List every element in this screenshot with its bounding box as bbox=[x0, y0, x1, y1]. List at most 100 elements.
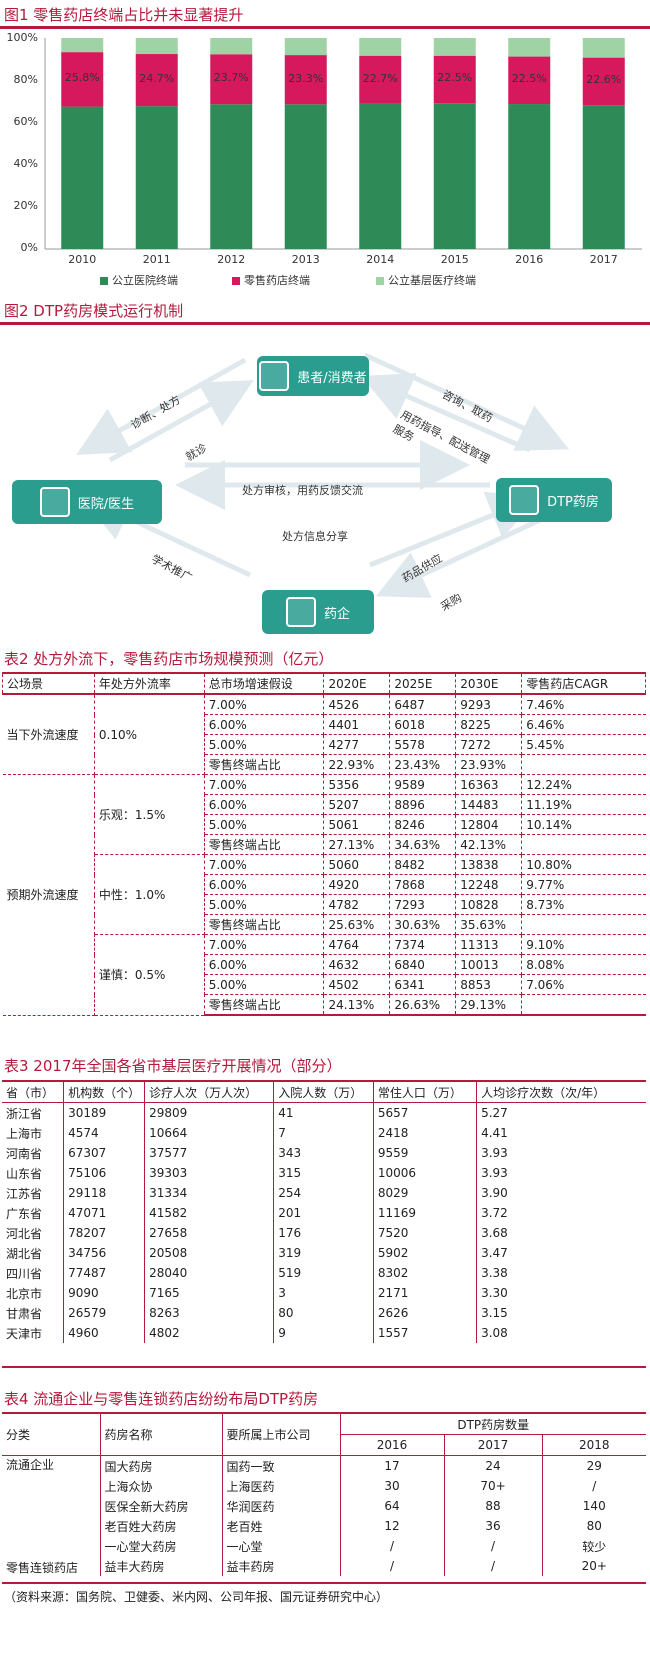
table-cell: / bbox=[340, 1536, 445, 1556]
header-cell: 2017 bbox=[444, 1434, 543, 1456]
table-cell: 7 bbox=[273, 1123, 374, 1143]
header-cell: 2025E bbox=[389, 672, 457, 695]
table-cell: 27658 bbox=[144, 1223, 275, 1243]
table-cell: 5.45% bbox=[521, 734, 646, 755]
table-row: 湖北省 34756 20508 319 5902 3.47 bbox=[2, 1243, 646, 1263]
table-cell: 湖北省 bbox=[2, 1243, 65, 1263]
table-cell: 江苏省 bbox=[2, 1183, 65, 1203]
table-row: 四川省 77487 28040 519 8302 3.38 bbox=[2, 1263, 646, 1283]
table-cell: 22.93% bbox=[323, 754, 391, 775]
table-cell: 8482 bbox=[389, 854, 457, 875]
table-cell: 4277 bbox=[323, 734, 391, 755]
table-cell: 2171 bbox=[373, 1283, 478, 1303]
table-cell: 10664 bbox=[144, 1123, 275, 1143]
header-cell: 总市场增速假设 bbox=[203, 672, 325, 695]
table-cell: 28040 bbox=[144, 1263, 275, 1283]
table-cell: 67307 bbox=[63, 1143, 146, 1163]
bar-segment bbox=[508, 56, 551, 105]
table-row: 6.00% 5207 8896 14483 11.19% bbox=[3, 794, 646, 815]
ytick: 80% bbox=[13, 73, 38, 86]
bar-segment bbox=[359, 55, 402, 104]
table-cell: 6.00% bbox=[203, 714, 325, 735]
bar-segment bbox=[284, 104, 327, 249]
table-cell: 11169 bbox=[373, 1203, 478, 1223]
table-cell: 老百姓大药房 bbox=[100, 1516, 223, 1536]
table-cell: 4574 bbox=[63, 1123, 146, 1143]
table-cell: 3.93 bbox=[481, 1146, 508, 1160]
table-cell: 一心堂 bbox=[222, 1536, 341, 1556]
rate-cell: 谨慎：0.5% bbox=[93, 934, 205, 1016]
header-cell: 零售药店CAGR bbox=[521, 672, 646, 695]
table2: 公场景 年处方外流率 总市场增速假设 2020E 2025E 2030E 零售药… bbox=[2, 672, 646, 1016]
table-cell: 6840 bbox=[389, 954, 457, 975]
table-cell: 23.93% bbox=[455, 754, 523, 775]
table-cell: 甘肃省 bbox=[2, 1303, 65, 1323]
x-tick-label: 2015 bbox=[440, 253, 469, 266]
table-cell bbox=[521, 834, 646, 855]
table-cell: 河南省 bbox=[2, 1143, 65, 1163]
table-cell: 6487 bbox=[389, 693, 457, 715]
table-row: 5.00% 4277 5578 7272 5.45% bbox=[3, 734, 646, 755]
bar-segment bbox=[508, 38, 551, 57]
table-cell: 39303 bbox=[144, 1163, 275, 1183]
table-cell: 26579 bbox=[63, 1303, 146, 1323]
table-cell: 35.63% bbox=[455, 914, 523, 935]
legend-swatch bbox=[232, 277, 240, 285]
table-cell: 29 bbox=[586, 1459, 602, 1473]
table-cell: 4960 bbox=[63, 1323, 146, 1343]
bar-segment bbox=[210, 38, 253, 55]
table-cell: 6341 bbox=[389, 974, 457, 995]
table-cell: 343 bbox=[273, 1143, 374, 1163]
ytick: 20% bbox=[13, 199, 38, 212]
table-row: 6.00% 4401 6018 8225 6.46% bbox=[3, 714, 646, 735]
pill-icon bbox=[509, 485, 540, 515]
table-cell: 4502 bbox=[323, 974, 391, 995]
table-cell: 7272 bbox=[455, 734, 523, 755]
table-row: 零售终端占比 24.13% 26.63% 29.13% bbox=[3, 994, 646, 1016]
node-hospital-label: 医院/医生 bbox=[77, 496, 135, 512]
header-cell: 2018 bbox=[542, 1434, 646, 1456]
bar-segment bbox=[284, 55, 327, 105]
table-cell: 9559 bbox=[373, 1143, 478, 1163]
figure2-arrows bbox=[76, 352, 570, 598]
table-cell: 8853 bbox=[455, 974, 523, 995]
rate-cell: 0.10% bbox=[93, 693, 205, 775]
table-cell: 24.13% bbox=[323, 994, 391, 1016]
table-cell: 13838 bbox=[455, 854, 523, 875]
table-cell: 河北省 bbox=[2, 1223, 65, 1243]
table-row: 山东省 75106 39303 315 10006 3.93 bbox=[2, 1163, 646, 1183]
arrow-patient-to-dtp bbox=[363, 352, 570, 451]
table-cell: 四川省 bbox=[2, 1263, 65, 1283]
table-cell: 41 bbox=[273, 1102, 374, 1123]
table-cell: 5.00% bbox=[203, 894, 325, 915]
header-cell: 常住人口（万） bbox=[373, 1080, 478, 1103]
table4-top-rule bbox=[2, 1412, 646, 1414]
table-cell: 国大药房 bbox=[100, 1455, 223, 1476]
arrow-hospital-to-patient bbox=[108, 380, 254, 463]
header-cell: 分类 bbox=[2, 1414, 101, 1456]
table-cell: 8.08% bbox=[521, 954, 646, 975]
table-row: 天津市 4960 4802 9 1557 3.08 bbox=[2, 1323, 646, 1343]
table-cell: 3.38 bbox=[481, 1266, 508, 1280]
table-cell: 8029 bbox=[373, 1183, 478, 1203]
table-row: 零售终端占比 27.13% 34.63% 42.13% bbox=[3, 834, 646, 855]
table-cell: 7165 bbox=[144, 1283, 275, 1303]
table-cell: 10.14% bbox=[521, 814, 646, 835]
table4-bottom-rule bbox=[2, 1582, 646, 1584]
table-cell: 3.93 bbox=[481, 1166, 508, 1180]
bar-segment bbox=[61, 38, 104, 53]
table-cell: 30189 bbox=[63, 1102, 146, 1123]
table4-title: 表4 流通企业与零售连锁药店纷纷布局DTP药房 bbox=[4, 1390, 319, 1408]
table-row: 中性：1.0% 7.00% 5060 8482 13838 10.80% bbox=[3, 854, 646, 935]
doctor-icon bbox=[39, 487, 70, 517]
scenario-cell: 预期外流速度 bbox=[2, 774, 95, 1016]
table-cell: 10828 bbox=[455, 894, 523, 915]
table-cell: 29118 bbox=[63, 1183, 146, 1203]
table-cell: 30 bbox=[340, 1476, 445, 1496]
bar-segment bbox=[61, 52, 104, 107]
table-row: 河南省 67307 37577 343 9559 3.93 bbox=[2, 1143, 646, 1163]
table-cell: 36 bbox=[444, 1516, 543, 1536]
table-cell: 12248 bbox=[455, 874, 523, 895]
table3-title: 表3 2017年全国各省市基层医疗开展情况（部分） bbox=[4, 1057, 342, 1075]
source-note: （资料来源：国务院、卫健委、米内网、公司年报、国元证券研究中心） bbox=[4, 1590, 389, 1604]
